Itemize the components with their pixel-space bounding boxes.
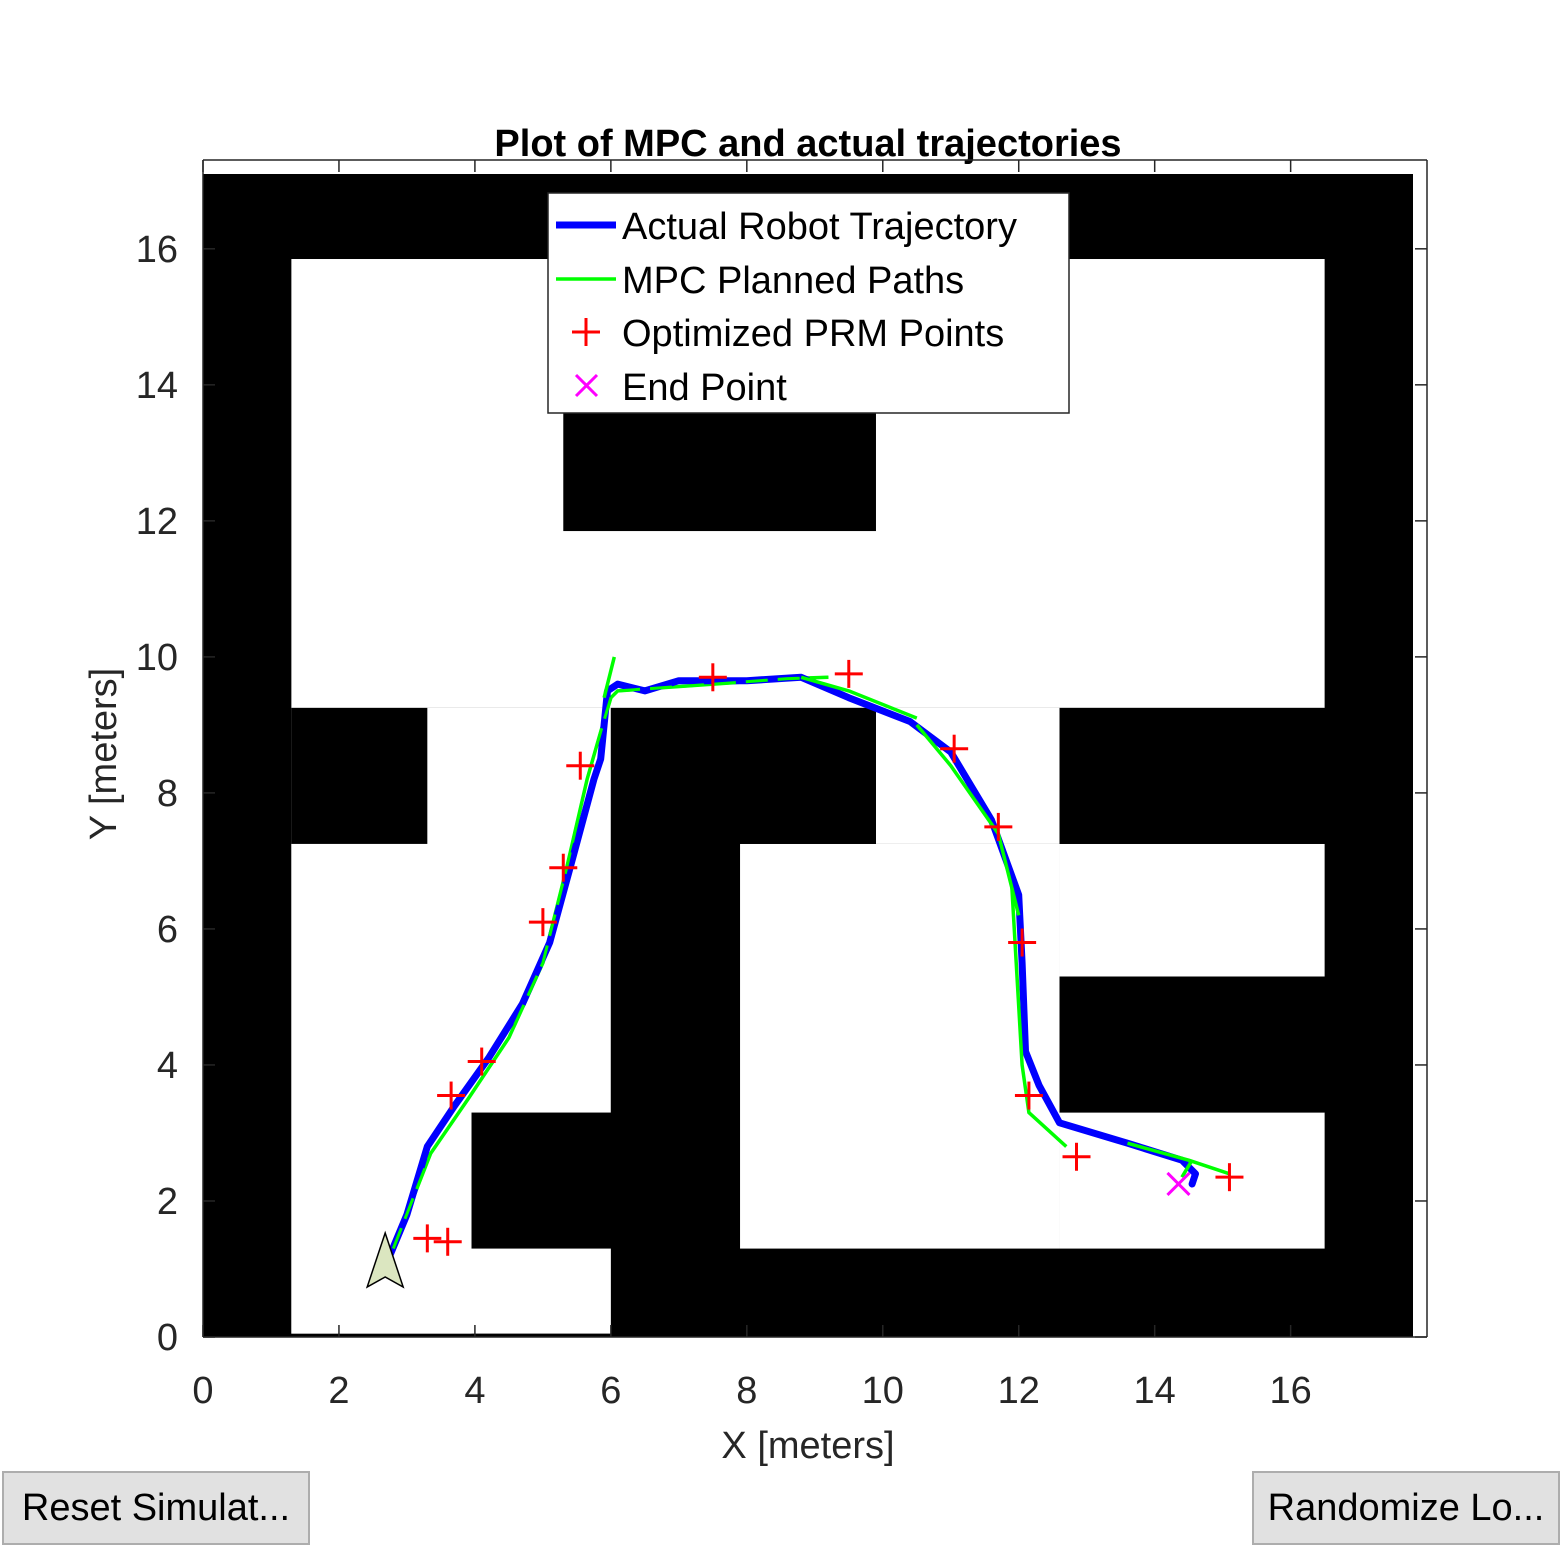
markers (365, 659, 1244, 1289)
randomize-locations-button[interactable]: Randomize Lo... (1252, 1471, 1560, 1545)
legend-box (547, 192, 1070, 414)
prm-point-marker (1014, 1081, 1043, 1110)
x-tick-label: 10 (862, 1370, 904, 1412)
x-tick-label: 4 (464, 1370, 485, 1412)
mpc-path-segment (915, 723, 1021, 916)
prm-point-marker (437, 1081, 466, 1110)
y-tick-label: 4 (157, 1045, 178, 1087)
x-tick-label: 12 (998, 1370, 1040, 1412)
map-obstacle (291, 707, 428, 844)
x-tick-label: 0 (192, 1370, 213, 1412)
y-axis-label: Y [meters] (83, 668, 125, 840)
prm-point-marker (984, 812, 1013, 841)
x-tick-label: 6 (600, 1370, 621, 1412)
x-tick-label: 2 (328, 1370, 349, 1412)
legend: Actual Robot Trajectory MPC Planned Path… (547, 192, 1070, 414)
x-axis-label: X [meters] (721, 1425, 894, 1467)
prm-point-marker (549, 853, 578, 882)
prm-point-marker (1215, 1163, 1244, 1192)
y-tick-label: 10 (136, 637, 178, 679)
prm-point-marker (940, 734, 969, 763)
map-obstacle (610, 707, 876, 844)
prm-point-marker (1062, 1142, 1091, 1171)
end-point-marker (1166, 1171, 1191, 1197)
robot-icon (365, 1230, 405, 1289)
map-obstacle (610, 843, 741, 1113)
mpc-path-segment (602, 656, 616, 699)
map-free-region (1059, 843, 1325, 977)
map-obstacle (471, 1112, 741, 1249)
x-tick-label: 8 (736, 1370, 757, 1412)
legend-mpc-label: MPC Planned Paths (622, 260, 964, 302)
prm-point-marker (834, 659, 863, 688)
prm-point-marker (1008, 928, 1037, 957)
map-free-region (740, 843, 1060, 1249)
y-tick-label: 16 (136, 229, 178, 271)
prm-point-marker (433, 1227, 462, 1256)
map-obstacle (1059, 707, 1325, 844)
x-tick-label: 16 (1269, 1370, 1311, 1412)
mpc-path-segment (1127, 1141, 1231, 1176)
legend-actual-label: Actual Robot Trajectory (622, 206, 1017, 248)
y-tick-label: 6 (157, 909, 178, 951)
mpc-path-overlay (391, 675, 829, 1250)
axes: 0 2 4 6 8 10 12 14 16 0 2 4 6 8 10 12 14 16 (136, 159, 1428, 1412)
mpc-path-segment (1010, 887, 1068, 1148)
legend-prm-label: Optimized PRM Points (622, 313, 1004, 355)
end-point-d2 (1166, 1171, 1191, 1197)
mpc-path-segment (800, 675, 918, 720)
mpc-path-segment (1180, 1159, 1194, 1179)
legend-end-swatch (574, 373, 599, 398)
chart-title: Plot of MPC and actual trajectories (494, 123, 1121, 165)
legend-end-label: End Point (622, 367, 787, 409)
reset-simulation-button[interactable]: Reset Simulat... (2, 1471, 310, 1545)
prm-point-marker (467, 1047, 496, 1076)
y-tick-label: 14 (136, 365, 178, 407)
mpc-path-segments (391, 656, 1231, 1250)
y-tick-label: 2 (157, 1181, 178, 1223)
prm-point-marker (698, 663, 727, 692)
y-tick-label: 12 (136, 501, 178, 543)
map-obstacle (1059, 976, 1325, 1113)
map-obstacle (563, 398, 876, 532)
prm-point-marker (566, 751, 595, 780)
prm-point-marker (528, 908, 557, 937)
y-tick-label: 0 (157, 1317, 178, 1359)
map-free-region (291, 843, 469, 1113)
prm-point-marker (413, 1224, 442, 1253)
map-free-region (291, 1112, 472, 1334)
legend-prm-swatch (572, 318, 600, 346)
x-tick-label: 14 (1134, 1370, 1176, 1412)
y-tick-label: 8 (157, 773, 178, 815)
